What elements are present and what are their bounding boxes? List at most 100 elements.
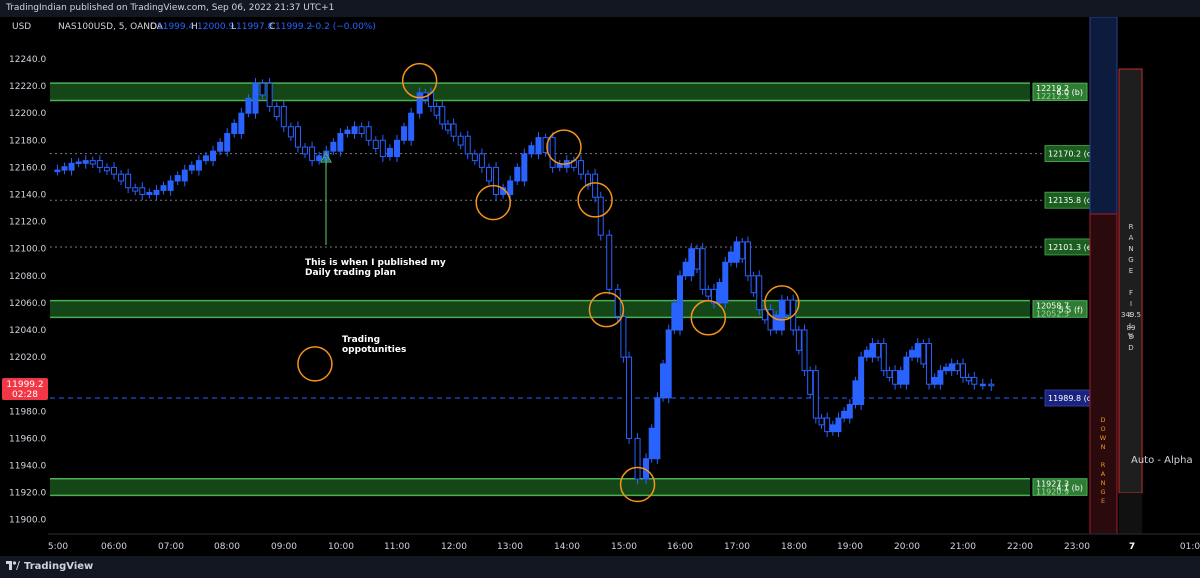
x-tick-label: 14:00 <box>554 542 580 552</box>
zone-label-hidden: 4.1 (b) <box>1056 484 1083 493</box>
candle-body <box>909 349 916 358</box>
candle-body <box>167 180 174 191</box>
candle-body <box>535 137 542 155</box>
auto-alpha-label: Auto - Alpha <box>1131 455 1193 466</box>
candle-body <box>287 126 294 138</box>
y-tick-label: 11960.0 <box>9 434 46 444</box>
y-tick-label: 12100.0 <box>9 245 46 255</box>
candle-body <box>835 417 842 433</box>
footer-brand: TradingView <box>24 561 94 572</box>
y-tick-label: 11900.0 <box>9 516 46 526</box>
candle-body <box>386 147 393 158</box>
candle-body <box>710 288 717 304</box>
price-axis[interactable]: 12240.0 12220.0 12200.0 12180.0 12160.0 12140… <box>9 55 46 526</box>
candle-body <box>886 370 893 378</box>
zone-label-box <box>1032 300 1088 318</box>
candle-body <box>210 150 217 162</box>
tradingview-logo-icon <box>6 561 20 570</box>
candle-body <box>841 410 848 419</box>
open-value: 11999.4 <box>157 22 194 32</box>
candle-body <box>892 370 899 385</box>
range-upper-box <box>1089 17 1118 215</box>
candle-body <box>266 82 273 107</box>
open-label: O <box>150 22 157 32</box>
candle-body <box>948 363 955 372</box>
price-chart[interactable]: USD NAS100USD, 5, OANDA O 11999.4 H 1200… <box>0 17 1200 556</box>
x-tick-label: 5:00 <box>48 542 68 552</box>
last-price-tag: 11999.2 02:28 <box>2 378 48 400</box>
candle-body <box>471 153 478 162</box>
candle-body <box>408 112 415 141</box>
zone-label-top: 12219.2 <box>1036 84 1069 93</box>
candle-body <box>337 133 344 152</box>
candle-body <box>252 82 259 114</box>
candle-body <box>614 288 621 317</box>
candle-body <box>401 126 408 141</box>
x-tick-label: 17:00 <box>724 542 750 552</box>
candle-body <box>705 288 712 297</box>
candle-body <box>521 153 528 182</box>
change-value: −0.2 (−0.00%) <box>308 22 376 32</box>
level-label: 12135.8 (d) <box>1048 196 1095 205</box>
x-tick-label: 07:00 <box>158 542 184 552</box>
candle-body <box>344 129 351 135</box>
zone-label-box <box>1032 82 1088 102</box>
candle-body <box>716 282 723 304</box>
candle-body <box>280 105 287 128</box>
candle-body <box>118 173 125 182</box>
y-tick-label: 11940.0 <box>9 462 46 472</box>
candle-body <box>485 166 492 182</box>
candle-body <box>767 309 774 331</box>
level-label: 12101.3 (e) <box>1048 243 1095 252</box>
x-tick-label: 11:00 <box>384 542 410 552</box>
x-tick-label: 7 <box>1129 542 1135 552</box>
footer-bar: TradingView <box>0 556 1200 578</box>
zone-label-top: 12058.7 <box>1036 302 1069 311</box>
candle-body <box>394 139 400 158</box>
candle-body <box>294 126 301 148</box>
candle-body <box>739 241 746 260</box>
candle-body <box>585 173 592 187</box>
candle-body <box>903 356 910 385</box>
candle-body <box>224 133 231 152</box>
candle-body <box>869 343 876 358</box>
candle-body <box>103 166 110 172</box>
candle-body <box>744 241 751 277</box>
zone-label-bottom: 11920.9 <box>1036 488 1069 497</box>
zone-label-box <box>1032 478 1088 496</box>
candle-body <box>89 160 96 165</box>
candle-body <box>316 155 323 162</box>
y-tick-label: 11920.0 <box>9 489 46 499</box>
candle-body <box>620 315 627 358</box>
x-tick-label: 20:00 <box>894 542 920 552</box>
candle-body <box>125 173 132 189</box>
candle-body <box>733 241 740 263</box>
candle-body <box>750 275 757 294</box>
candle-body <box>677 275 683 331</box>
publish-note-line1: This is when I published my <box>305 258 446 268</box>
candle-body <box>330 141 337 152</box>
highlight-circle <box>577 182 613 218</box>
candle-body <box>61 166 68 171</box>
candle-body <box>82 160 89 164</box>
circles-layer <box>297 62 800 503</box>
time-axis[interactable]: 5:00 06:00 07:00 08:00 09:00 10:00 11:00 12:00 1… <box>48 542 1200 552</box>
opportunities-note-line1: Trading <box>342 335 380 345</box>
candle-body <box>174 175 181 182</box>
candle-body <box>926 343 933 385</box>
highlight-circle <box>401 62 438 99</box>
high-value: 12000.9 <box>197 22 234 32</box>
y-tick-label: 11980.0 <box>9 407 46 417</box>
candle-body <box>592 173 599 198</box>
candle-body <box>727 251 734 263</box>
y-tick-label: 12020.0 <box>9 353 46 363</box>
candle-body <box>528 145 535 155</box>
low-label: L <box>231 22 236 32</box>
x-tick-label: 01:0 <box>1180 542 1200 552</box>
candle-body <box>188 164 195 171</box>
candle-body <box>457 135 464 146</box>
opportunities-note-line2: oppotunities <box>342 345 406 355</box>
candle-body <box>132 187 139 192</box>
